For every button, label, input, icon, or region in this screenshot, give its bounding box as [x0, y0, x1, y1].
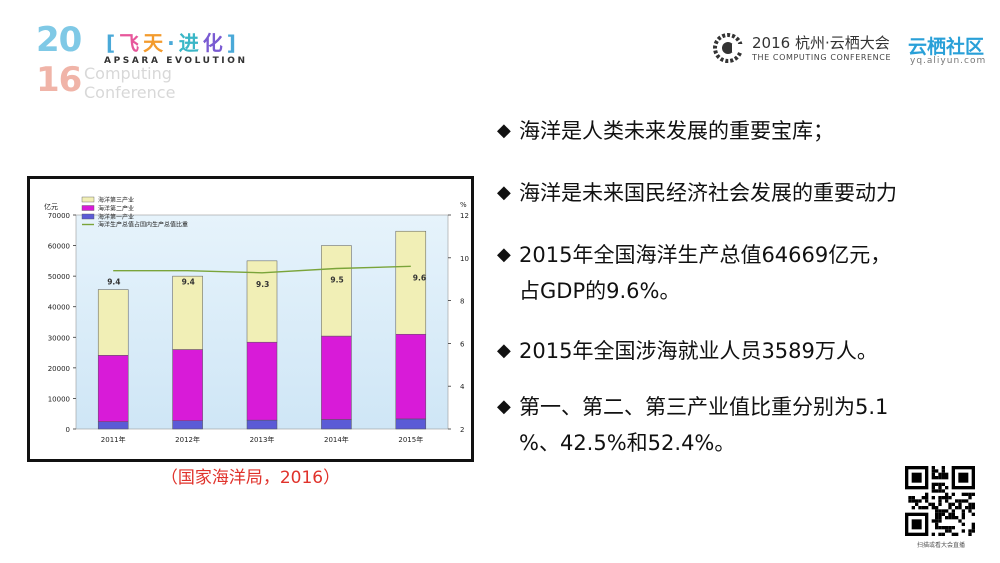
bar-primary-industry — [395, 418, 427, 430]
bullet-item: ◆ 海洋是未来国民经济社会发展的重要动力 — [497, 175, 997, 211]
ratio-data-label: 9.3 — [256, 280, 269, 289]
apsara-logo: 20 16 [飞天·进化] APSARA EVOLUTION Computing… — [36, 20, 266, 102]
legend-swatch — [81, 196, 95, 203]
bar-primary-industry — [321, 419, 352, 430]
bar-secondary-industry — [246, 341, 278, 421]
conference-logo: 2016 杭州·云栖大会 THE COMPUTING CONFERENCE 云栖… — [712, 28, 997, 72]
bullet-item: ◆ 2015年全国海洋生产总值64669亿元， 占GDP的9.6%。 — [497, 237, 997, 309]
logo-year-bottom: 16 — [36, 60, 82, 100]
brand-mark-icon — [713, 33, 744, 63]
ratio-data-label: 9.6 — [413, 273, 426, 282]
logo-conference: Conference — [84, 83, 176, 102]
legend-swatch — [81, 205, 95, 211]
bar-secondary-industry — [97, 355, 129, 422]
ratio-data-label: 9.5 — [330, 276, 343, 285]
right-tick-label: 10 — [460, 255, 469, 263]
ratio-data-label: 9.4 — [182, 278, 195, 287]
logo-title-char: 化 — [202, 31, 227, 55]
logo-subtitle: APSARA EVOLUTION — [104, 56, 248, 66]
right-axis-unit: % — [460, 201, 467, 209]
x-tick-label: 2011年 — [101, 435, 126, 444]
diamond-bullet-icon: ◆ — [497, 340, 511, 361]
qr-caption: 扫描或看大会直播 — [916, 542, 965, 549]
x-tick-label: 2014年 — [324, 435, 349, 444]
legend-label: 海洋第一产业 — [98, 213, 134, 221]
bar-secondary-industry — [172, 349, 203, 421]
left-tick-label: 30000 — [48, 334, 70, 342]
logo-title-char: ] — [226, 31, 240, 55]
bullet-list: ◆ 海洋是人类未来发展的重要宝库； ◆ 海洋是未来国民经济社会发展的重要动力 ◆… — [497, 113, 997, 461]
conference-subtitle: THE COMPUTING CONFERENCE — [752, 53, 892, 62]
right-tick-label: 12 — [460, 212, 469, 220]
x-tick-label: 2013年 — [250, 435, 275, 444]
bar-tertiary-industry — [97, 289, 129, 356]
left-tick-label: 50000 — [48, 273, 70, 281]
left-axis-unit: 亿元 — [44, 202, 58, 211]
right-tick-label: 2 — [460, 426, 464, 434]
bar-tertiary-industry — [321, 245, 352, 337]
left-tick-label: 70000 — [48, 212, 70, 220]
logo-title-char: · — [167, 31, 179, 55]
x-tick-label: 2015年 — [398, 435, 423, 444]
diamond-bullet-icon: ◆ — [497, 396, 511, 417]
diamond-bullet-icon: ◆ — [497, 120, 511, 141]
left-tick-label: 60000 — [48, 243, 70, 251]
left-tick-label: 40000 — [48, 304, 70, 312]
bar-tertiary-industry — [172, 275, 203, 350]
bullet-text: 海洋是未来国民经济社会发展的重要动力 — [519, 181, 897, 205]
legend-label: 海洋第二产业 — [98, 205, 134, 213]
bar-primary-industry — [246, 419, 278, 430]
diamond-bullet-icon: ◆ — [497, 244, 511, 265]
marine-economy-chart: 0 10000 20000 30000 40000 50000 60000 70000 亿元 2 4… — [27, 176, 474, 462]
logo-title: [飞天·进化] — [106, 27, 240, 56]
ratio-data-label: 9.4 — [107, 278, 120, 287]
bullet-item: ◆ 第一、第二、第三产业值比重分别为5.1 %、42.5%和52.4%。 — [497, 389, 997, 461]
legend-label: 海洋第三产业 — [98, 196, 134, 204]
chart-source: （国家海洋局，2016） — [160, 468, 341, 488]
logo-computing: Computing — [84, 64, 172, 83]
bullet-text: 2015年全国涉海就业人员3589万人。 — [519, 339, 878, 363]
logo-title-char: 飞 — [119, 31, 144, 55]
bar-tertiary-industry — [246, 260, 278, 343]
bullet-item: ◆ 2015年全国涉海就业人员3589万人。 — [497, 333, 997, 369]
logo-year-top: 20 — [36, 20, 82, 60]
left-tick-label: 0 — [66, 426, 70, 434]
bullet-text: 第一、第二、第三产业值比重分别为5.1 %、42.5%和52.4%。 — [519, 395, 889, 455]
right-tick-label: 4 — [460, 383, 465, 391]
left-tick-label: 20000 — [48, 365, 70, 373]
bar-secondary-industry — [395, 333, 427, 420]
logo-title-char: 天 — [143, 31, 168, 55]
bar-primary-industry — [97, 421, 129, 430]
qr-code-icon — [905, 466, 975, 536]
bullet-text: 海洋是人类未来发展的重要宝库； — [519, 119, 834, 143]
community-name: 云栖社区 — [908, 36, 985, 58]
bar-secondary-industry — [321, 335, 352, 420]
conference-name: 2016 杭州·云栖大会 — [752, 34, 890, 52]
legend-swatch — [81, 213, 95, 220]
bullet-text: 2015年全国海洋生产总值64669亿元， 占GDP的9.6%。 — [519, 243, 892, 303]
bar-primary-industry — [172, 420, 203, 430]
bar-tertiary-industry — [395, 230, 427, 335]
left-tick-label: 10000 — [48, 395, 70, 403]
logo-title-char: 进 — [178, 31, 203, 55]
x-tick-label: 2012年 — [175, 435, 200, 444]
ratio-line — [113, 265, 411, 274]
right-tick-label: 8 — [460, 298, 464, 306]
diamond-bullet-icon: ◆ — [497, 182, 511, 203]
community-url: yq.aliyun.com — [910, 56, 987, 66]
right-tick-label: 6 — [460, 340, 465, 348]
bullet-item: ◆ 海洋是人类未来发展的重要宝库； — [497, 113, 997, 149]
logo-title-char: [ — [106, 31, 120, 55]
legend-label: 海洋生产总值占国内生产总值比重 — [98, 221, 188, 229]
